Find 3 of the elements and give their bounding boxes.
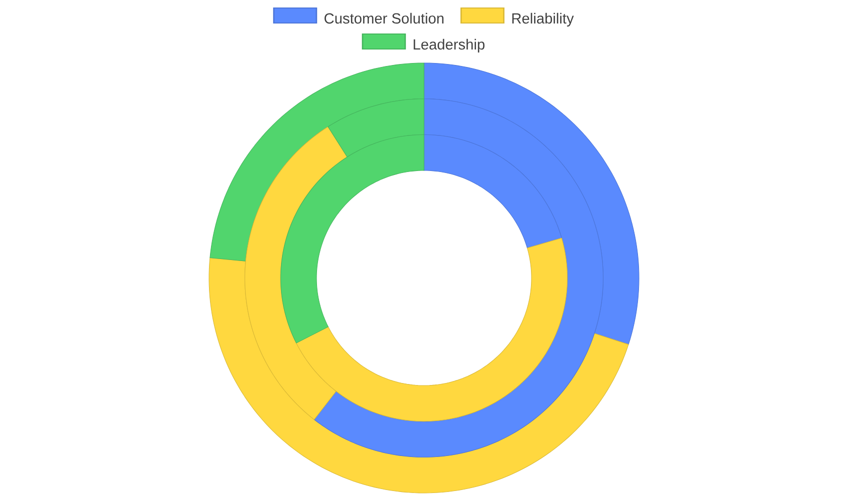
legend-label: Customer Solution	[324, 12, 444, 24]
legend-label: Reliability	[512, 12, 574, 27]
legend-label: Leadership	[414, 38, 484, 53]
